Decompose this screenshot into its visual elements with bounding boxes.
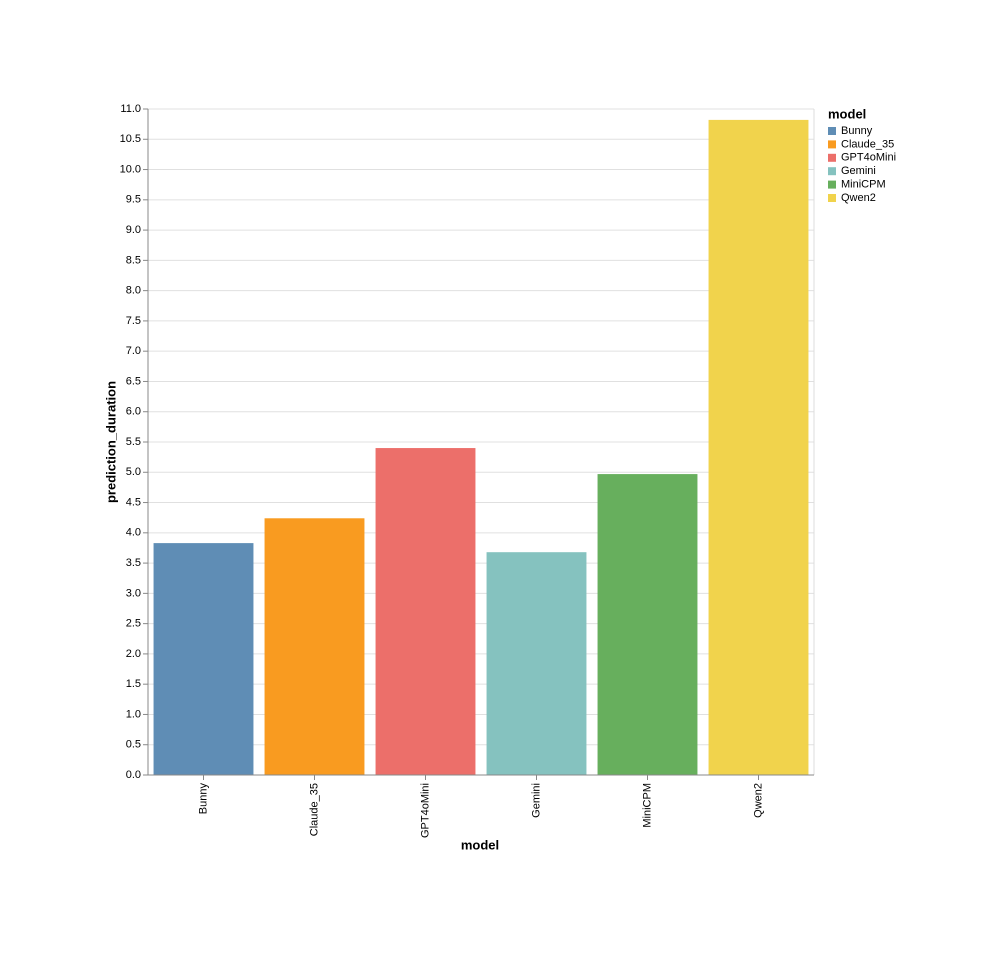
x-tick-label: Bunny [197,783,209,815]
x-tick-label: MiniCPM [641,783,653,828]
legend-swatch [828,167,836,176]
bar [264,518,365,775]
legend-label: Gemini [841,165,876,177]
legend-swatch [828,180,836,189]
legend-label: GPT4oMini [841,152,896,164]
legend-swatch [828,140,836,149]
y-tick-label: 8.5 [126,254,141,266]
y-tick-label: 7.0 [126,345,141,357]
legend-swatch [828,194,836,202]
y-tick-label: 2.5 [126,618,141,630]
legend-label: Bunny [841,125,873,137]
y-tick-label: 3.5 [126,557,141,569]
bar [486,552,587,775]
x-tick-label: GPT4oMini [419,783,431,838]
y-tick-label: 1.0 [126,708,141,720]
y-tick-label: 1.5 [126,678,141,690]
y-tick-label: 0.5 [126,739,141,751]
bar [375,448,476,775]
legend-swatch [828,127,836,135]
y-tick-label: 8.0 [126,285,141,297]
bar [153,543,254,775]
y-tick-label: 9.0 [126,224,141,236]
legend-label: Claude_35 [841,138,894,150]
y-tick-label: 4.0 [126,527,141,539]
legend-label: MiniCPM [841,179,886,191]
legend-swatch [828,153,836,162]
x-tick-label: Gemini [530,783,542,818]
y-tick-label: 7.5 [126,315,141,327]
x-axis-title: model [461,837,499,852]
y-tick-label: 0.0 [126,769,141,781]
y-tick-label: 2.0 [126,648,141,660]
y-tick-label: 10.5 [120,133,141,145]
y-tick-label: 11.0 [120,103,141,115]
y-axis-title: prediction_duration [103,381,118,503]
y-tick-label: 3.0 [126,587,141,599]
y-tick-label: 9.5 [126,194,141,206]
bar [708,119,809,775]
bar [597,474,698,775]
y-tick-label: 5.5 [126,436,141,448]
y-tick-label: 4.5 [126,496,141,508]
x-tick-label: Claude_35 [308,783,320,836]
y-tick-label: 6.0 [126,406,141,418]
legend-title: model [828,106,866,121]
legend-label: Qwen2 [841,192,876,204]
y-tick-label: 5.0 [126,466,141,478]
y-tick-label: 6.5 [126,375,141,387]
x-tick-label: Qwen2 [752,783,764,818]
y-tick-label: 10.0 [120,163,141,175]
